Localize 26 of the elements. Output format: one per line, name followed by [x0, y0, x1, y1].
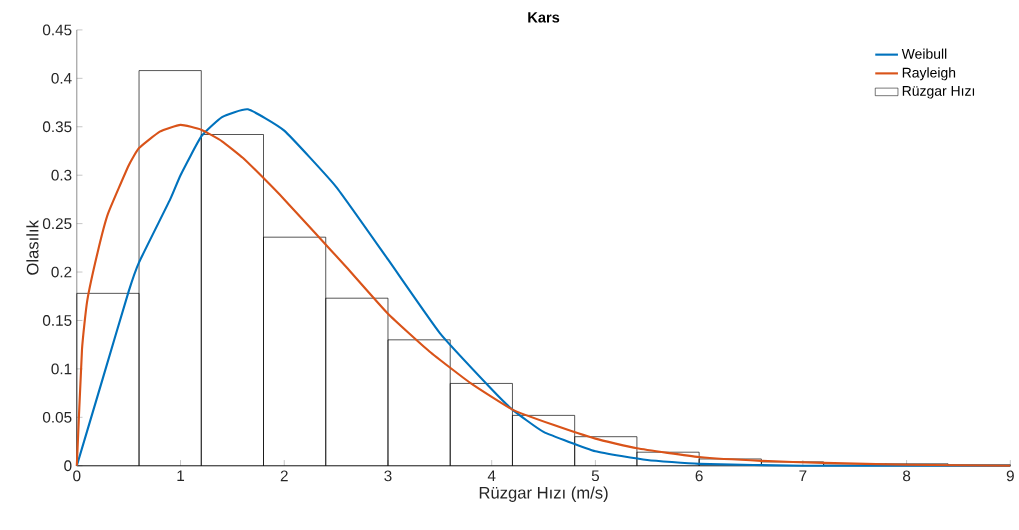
y-tick-label: 0.45 — [42, 24, 72, 36]
legend-label: Weibull — [901, 48, 947, 60]
y-tick-label: 0.3 — [51, 169, 72, 181]
y-tick-label: 0.2 — [51, 266, 72, 278]
x-tick-label: 2 — [280, 470, 288, 482]
x-tick-label: 1 — [177, 470, 185, 482]
x-tick-label: 6 — [695, 470, 703, 482]
y-tick-label: 0.4 — [51, 73, 72, 84]
y-tick-label: 0.15 — [42, 315, 72, 327]
x-tick-label: 3 — [384, 470, 392, 482]
x-tick-label: 8 — [903, 470, 911, 482]
x-tick-label: 5 — [591, 470, 600, 482]
y-axis-title: Olasılık — [26, 220, 39, 275]
legend-label: Rüzgar Hızı — [902, 86, 975, 99]
legend-label: Rayleigh — [902, 67, 956, 81]
y-tick-label: 0.05 — [42, 412, 72, 423]
y-tick-label: 0.25 — [42, 218, 72, 230]
x-tick-label: 9 — [1006, 470, 1014, 482]
x-tick-label: 4 — [487, 470, 496, 482]
x-axis-title: Rüzgar Hızı (m/s) — [479, 486, 608, 503]
y-tick-label: 0.35 — [42, 121, 72, 133]
x-tick-label: 7 — [799, 470, 807, 482]
y-tick-label: 0 — [64, 460, 72, 472]
x-tick-label: 0 — [73, 470, 81, 482]
y-tick-label: 0.1 — [51, 363, 72, 375]
chart-title: Kars — [528, 12, 560, 23]
